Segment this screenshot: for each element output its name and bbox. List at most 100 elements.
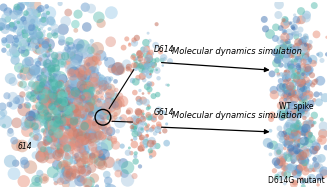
Circle shape [121,45,127,50]
Circle shape [82,70,90,78]
Circle shape [69,82,82,95]
Circle shape [305,65,314,74]
Circle shape [274,11,283,19]
Circle shape [143,53,148,58]
Circle shape [39,96,51,108]
Circle shape [296,120,301,124]
Circle shape [312,148,318,154]
Circle shape [280,55,284,59]
Circle shape [133,62,140,69]
Circle shape [131,141,138,148]
Circle shape [64,9,72,16]
Circle shape [49,93,56,99]
Circle shape [309,132,313,136]
Circle shape [50,135,57,143]
Circle shape [80,155,87,162]
Circle shape [98,90,102,94]
Circle shape [80,104,88,112]
Circle shape [272,35,279,42]
Circle shape [23,21,29,26]
Circle shape [97,19,106,28]
Circle shape [82,96,92,105]
Circle shape [145,70,149,74]
Circle shape [314,141,317,145]
Circle shape [299,187,307,189]
Circle shape [31,175,42,186]
Circle shape [281,39,285,43]
Circle shape [105,92,112,100]
Circle shape [72,129,83,139]
Circle shape [81,88,92,98]
Circle shape [72,154,77,159]
Circle shape [57,96,64,103]
Circle shape [19,19,24,24]
Circle shape [63,106,72,115]
Circle shape [21,122,30,131]
Circle shape [13,97,20,104]
Circle shape [293,143,299,150]
Circle shape [57,146,62,151]
Circle shape [291,107,299,114]
Circle shape [44,112,53,121]
Circle shape [146,114,152,121]
Circle shape [306,159,309,162]
Circle shape [49,82,59,92]
Circle shape [54,97,60,103]
Circle shape [59,169,66,176]
Circle shape [287,135,293,141]
Circle shape [295,42,303,49]
Circle shape [82,117,90,125]
Circle shape [62,141,70,149]
Circle shape [16,140,28,152]
Circle shape [302,71,306,75]
Circle shape [24,119,33,129]
Circle shape [314,146,320,151]
Circle shape [289,80,297,88]
Circle shape [53,90,57,94]
Circle shape [58,133,64,139]
Circle shape [35,61,41,67]
Circle shape [158,115,164,120]
Circle shape [140,141,144,146]
Circle shape [150,62,155,67]
Circle shape [109,115,116,122]
Circle shape [65,111,70,116]
Circle shape [299,161,307,170]
Circle shape [66,49,75,57]
Circle shape [69,75,78,84]
Circle shape [29,119,41,131]
Circle shape [283,124,293,133]
Circle shape [276,156,286,165]
Circle shape [27,23,35,31]
Circle shape [63,144,71,152]
Circle shape [294,123,301,130]
Circle shape [308,55,317,64]
Circle shape [48,44,52,47]
Circle shape [304,90,310,96]
Circle shape [116,92,123,100]
Circle shape [79,97,91,109]
Circle shape [64,103,68,106]
Circle shape [301,184,306,189]
Circle shape [70,104,82,116]
Circle shape [84,70,92,77]
Circle shape [136,120,139,123]
Circle shape [75,94,85,103]
Circle shape [129,151,134,155]
Circle shape [36,95,41,100]
Circle shape [282,141,286,146]
Circle shape [291,115,297,121]
Circle shape [41,88,54,101]
Circle shape [298,150,308,160]
Circle shape [48,75,55,81]
Circle shape [312,167,317,172]
Circle shape [43,118,53,128]
Circle shape [79,64,89,74]
Circle shape [76,80,87,91]
Circle shape [297,79,305,88]
Circle shape [73,128,78,133]
Circle shape [93,114,105,126]
Circle shape [53,173,63,183]
Circle shape [5,26,10,30]
Circle shape [48,67,56,75]
